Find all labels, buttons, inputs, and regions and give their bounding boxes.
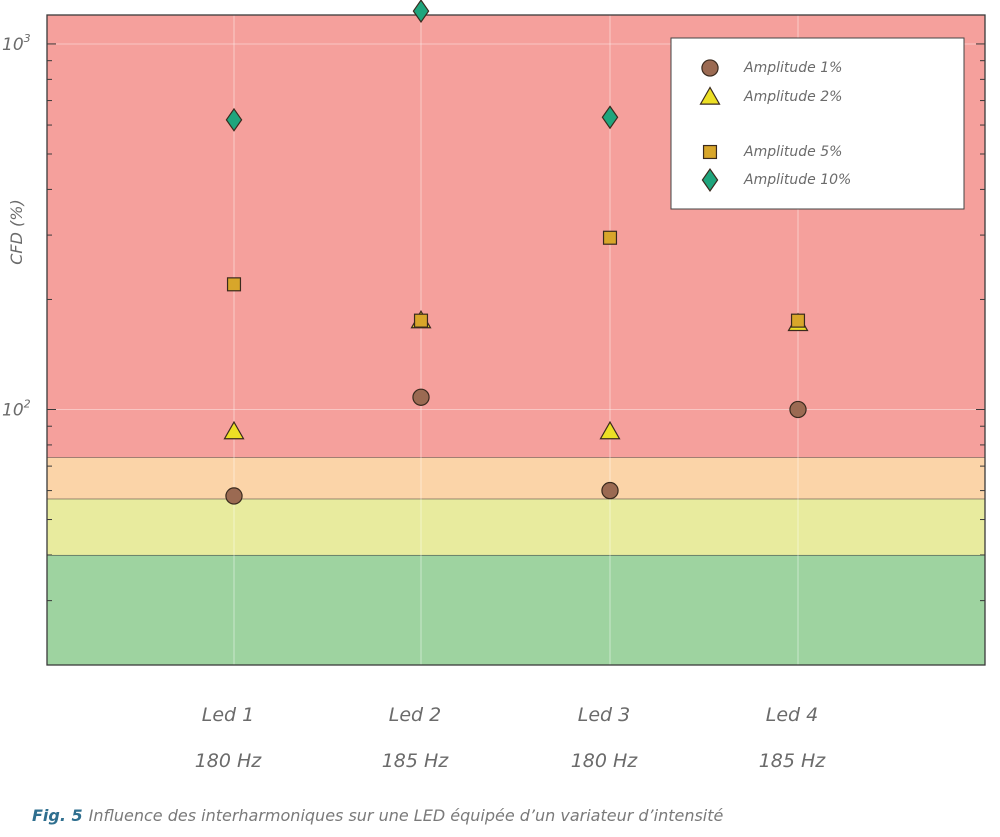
point-circle-2 xyxy=(412,388,430,406)
legend-label-1: Amplitude 1% xyxy=(743,60,842,76)
figure-caption-text: Influence des interharmoniques sur une L… xyxy=(88,806,724,825)
y-tick-exponent: 3 xyxy=(24,32,31,45)
x-freq-label-4: 185 Hz xyxy=(759,750,827,772)
y-tick-base: 10 xyxy=(2,35,24,55)
point-triangle-3 xyxy=(599,420,621,440)
figure-number: Fig. 5 xyxy=(32,806,83,825)
x-axis-labels: Led 1 180 Hz Led 2 185 Hz Led 3 180 Hz Led 4 18… xyxy=(195,704,827,772)
band-green xyxy=(47,554,985,665)
point-square-1 xyxy=(226,277,242,292)
y-tick-label-2: 103 xyxy=(2,32,31,55)
point-diamond-1 xyxy=(225,107,243,132)
point-diamond-2 xyxy=(412,0,430,24)
point-square-2 xyxy=(413,313,429,328)
x-label-1: Led 1 xyxy=(202,704,254,726)
point-circle-1 xyxy=(225,487,243,505)
x-freq-label-1: 180 Hz xyxy=(195,750,263,772)
x-label-4: Led 4 xyxy=(766,704,818,726)
legend-marker-circle xyxy=(701,59,719,77)
legend-marker-square xyxy=(702,144,718,160)
x-label-3: Led 3 xyxy=(578,704,630,726)
y-tick-exponent: 2 xyxy=(24,397,31,410)
legend-marker-diamond xyxy=(701,168,719,192)
background-bands xyxy=(47,15,985,665)
legend-box xyxy=(670,37,965,210)
figure-caption: Fig. 5 Influence des interharmoniques sur… xyxy=(32,806,723,825)
y-axis-label: CFD (%) xyxy=(7,199,26,264)
legend-label-3: Amplitude 5% xyxy=(743,144,842,160)
legend-label-4: Amplitude 10% xyxy=(743,172,851,188)
x-freq-label-3: 180 Hz xyxy=(571,750,639,772)
point-circle-3 xyxy=(601,481,619,500)
band-orange xyxy=(47,457,985,499)
plot-frame xyxy=(46,14,986,666)
point-square-3 xyxy=(602,230,618,245)
legend-label-2: Amplitude 2% xyxy=(743,89,842,105)
data-points xyxy=(223,0,809,505)
band-yellow xyxy=(47,498,985,555)
x-freq-label-2: 185 Hz xyxy=(382,750,450,772)
point-square-4 xyxy=(790,313,806,328)
point-diamond-3 xyxy=(601,105,619,130)
point-triangle-1 xyxy=(223,420,245,440)
point-circle-4 xyxy=(789,400,807,419)
y-tick-label-1: 102 xyxy=(2,397,31,420)
y-tick-base: 10 xyxy=(2,400,24,420)
legend-marker-triangle xyxy=(699,86,721,105)
x-label-2: Led 2 xyxy=(389,704,441,726)
legend: Amplitude 1% Amplitude 2% Amplitude 5% Ampl… xyxy=(670,37,965,210)
